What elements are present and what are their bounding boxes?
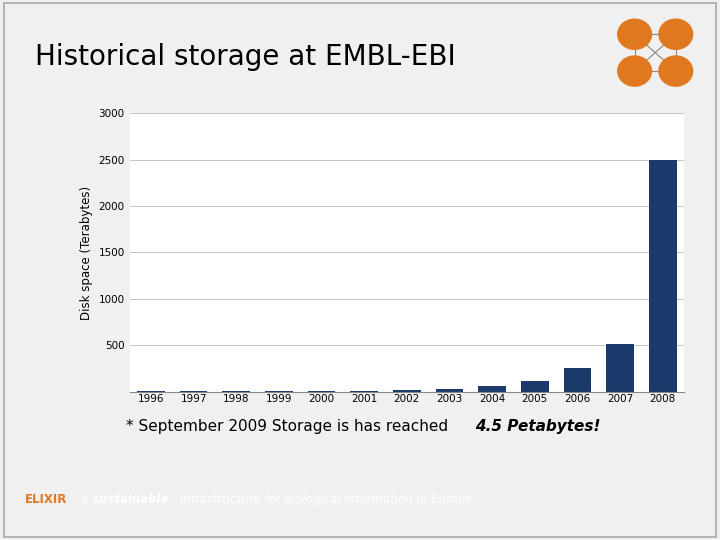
Bar (649, 160, 677, 392)
Bar (606, 344, 634, 392)
Bar (564, 368, 591, 392)
Text: 4.5 Petabytes!: 4.5 Petabytes! (475, 418, 600, 434)
Circle shape (659, 19, 693, 49)
Y-axis label: Disk space (Terabytes): Disk space (Terabytes) (80, 185, 93, 320)
Text: ELIXIR: ELIXIR (24, 492, 67, 506)
Circle shape (659, 56, 693, 86)
Text: Historical storage at EMBL-EBI: Historical storage at EMBL-EBI (35, 43, 456, 71)
Bar (521, 381, 549, 391)
Bar (478, 386, 506, 391)
Text: sustainable: sustainable (93, 492, 169, 506)
Text: a: a (73, 492, 91, 506)
Bar (436, 389, 463, 392)
Bar (393, 390, 420, 392)
Circle shape (618, 56, 652, 86)
Text: * September 2009 Storage is has reached: * September 2009 Storage is has reached (126, 418, 453, 434)
Circle shape (618, 19, 652, 49)
Text: infrastructure for biological information in Europe.: infrastructure for biological informatio… (176, 492, 477, 506)
